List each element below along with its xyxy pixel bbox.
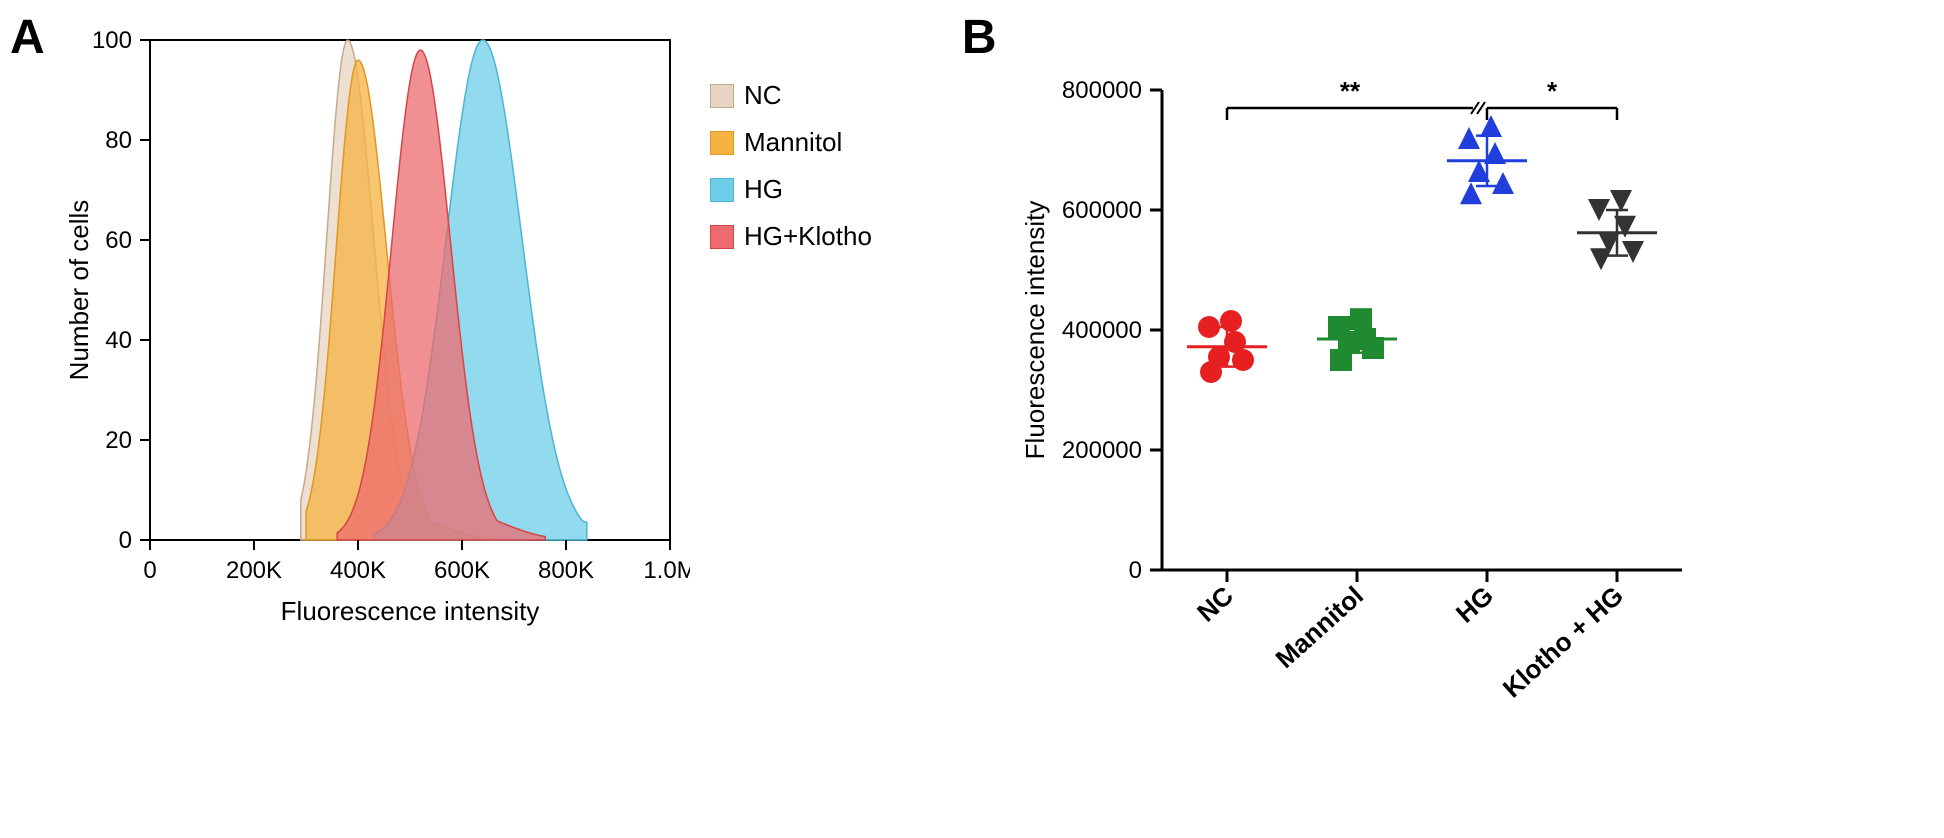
panel-a-label: A (10, 10, 45, 65)
legend-swatch (710, 131, 734, 155)
ytick-label: 100 (92, 27, 132, 54)
y-axis-label: Number of cells (64, 200, 94, 381)
xtick-label: Klotho + HG (1497, 580, 1629, 703)
ytick-label: 0 (1129, 557, 1142, 584)
panel-b-label: B (962, 10, 997, 65)
legend-label: HG (744, 174, 783, 205)
xtick-label: 0 (143, 557, 156, 584)
ytick-label: 600000 (1062, 197, 1142, 224)
significance-label: * (1547, 76, 1558, 106)
xtick-label: Mannitol (1269, 580, 1368, 674)
legend-label: HG+Klotho (744, 221, 872, 252)
ytick-label: 20 (105, 427, 132, 454)
legend-label: NC (744, 80, 782, 111)
ytick-label: 200000 (1062, 437, 1142, 464)
panel-a: A 0200K400K600K800K1.0M020406080100Fluor… (20, 20, 872, 645)
chart-a-svg: 0 200K 400K 600K 800K 1.0M 0 20 40 60 80 100 Fluores… (60, 20, 690, 640)
chart-b-svg: 0 200000 400000 600000 800000 NC Mannitol HGKlo… (1012, 20, 1712, 730)
ytick-label: 60 (105, 227, 132, 254)
ytick-label: 0 (119, 527, 132, 554)
ytick-label: 80 (105, 127, 132, 154)
xtick-label: HG (1450, 580, 1499, 628)
panel-b-chart-wrapper: 0 200000 400000 600000 800000 NC Mannitol HGKlo… (1012, 20, 1712, 735)
panel-b: B 0200000400000600000800000NCMannitolHGK… (972, 20, 1712, 735)
legend-item: NC (710, 80, 872, 111)
legend-item: Mannitol (710, 127, 872, 158)
xtick-label: 1.0M (643, 557, 690, 584)
legend-item: HG+Klotho (710, 221, 872, 252)
x-axis-label: Fluorescence intensity (281, 596, 540, 626)
legend-label: Mannitol (744, 127, 842, 158)
ytick-label: 400000 (1062, 317, 1142, 344)
panel-a-legend: NC Mannitol HG HG+Klotho (710, 80, 872, 252)
xtick-label: 600K (434, 557, 490, 584)
xtick-label: 400K (330, 557, 386, 584)
xtick-label: NC (1191, 580, 1239, 628)
ytick-label: 800000 (1062, 77, 1142, 104)
legend-swatch (710, 225, 734, 249)
xtick-label: 200K (226, 557, 282, 584)
y-axis-label: Fluorescence intensity (1020, 201, 1050, 460)
legend-swatch (710, 178, 734, 202)
legend-item: HG (710, 174, 872, 205)
significance-label: ** (1340, 76, 1361, 106)
xtick-label: 800K (538, 557, 594, 584)
ytick-label: 40 (105, 327, 132, 354)
panel-a-chart-wrapper: 0 200K 400K 600K 800K 1.0M 0 20 40 60 80 100 Fluores… (60, 20, 690, 645)
legend-swatch (710, 84, 734, 108)
